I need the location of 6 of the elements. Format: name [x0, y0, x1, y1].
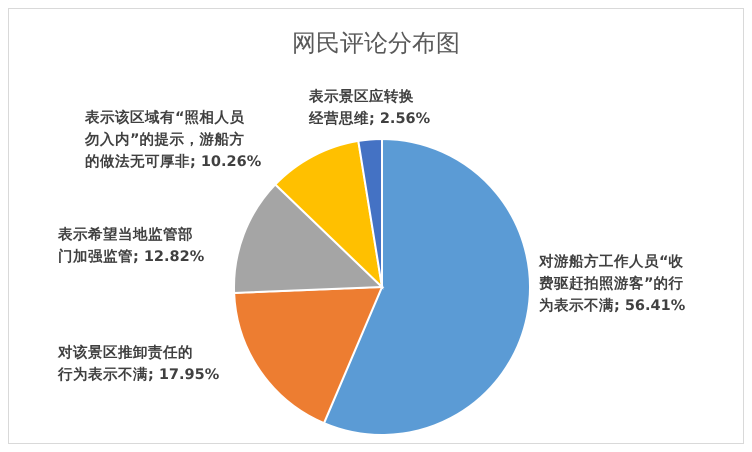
- slice-label: 对游船方工作人员“收费驱赶拍照游客”的行为表示不满; 56.41%: [538, 252, 686, 314]
- slice-label: 表示景区应转换经营思维; 2.56%: [308, 87, 431, 127]
- chart-title: 网民评论分布图: [291, 28, 461, 59]
- slice-label: 表示该区域有“照相人员勿入内”的提示，游船方的做法无可厚非; 10.26%: [84, 108, 262, 170]
- slice-label: 对该景区推卸责任的行为表示不满; 17.95%: [57, 343, 220, 383]
- slice-label: 表示希望当地监管部门加强监管; 12.82%: [57, 225, 205, 265]
